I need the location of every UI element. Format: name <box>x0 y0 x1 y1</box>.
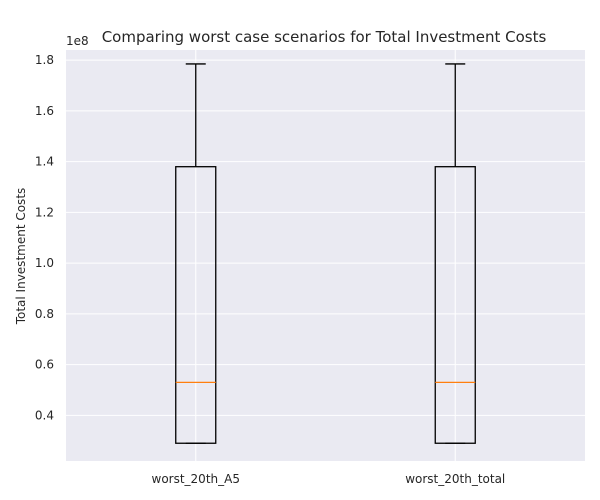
box-worst_20th_total <box>434 63 476 444</box>
x-tick-label: worst_20th_A5 <box>152 472 240 486</box>
plot-area <box>66 50 585 461</box>
box-iqr <box>434 166 476 444</box>
x-axis-ticks: worst_20th_A5 worst_20th_total <box>152 472 506 486</box>
y-tick-label: 0.6 <box>35 358 54 372</box>
y-tick-label: 0.8 <box>35 307 54 321</box>
y-tick-label: 1.0 <box>35 256 54 270</box>
y-tick-label: 1.2 <box>35 205 54 219</box>
y-tick-label: 1.4 <box>35 155 54 169</box>
chart-title: Comparing worst case scenarios for Total… <box>102 28 547 46</box>
y-tick-label: 0.4 <box>35 408 54 422</box>
y-axis-offset-label: 1e8 <box>66 34 89 48</box>
box-iqr <box>175 166 217 444</box>
y-axis-label: Total Investment Costs <box>14 188 28 326</box>
y-tick-label: 1.8 <box>35 53 54 67</box>
boxes <box>175 63 476 444</box>
gridlines <box>66 50 585 461</box>
box-worst_20th_A5 <box>175 63 217 444</box>
x-tick-label: worst_20th_total <box>405 472 505 486</box>
y-axis-ticks: 0.4 0.6 0.8 1.0 1.2 1.4 1.6 1.8 <box>35 53 54 422</box>
y-tick-label: 1.6 <box>35 104 54 118</box>
